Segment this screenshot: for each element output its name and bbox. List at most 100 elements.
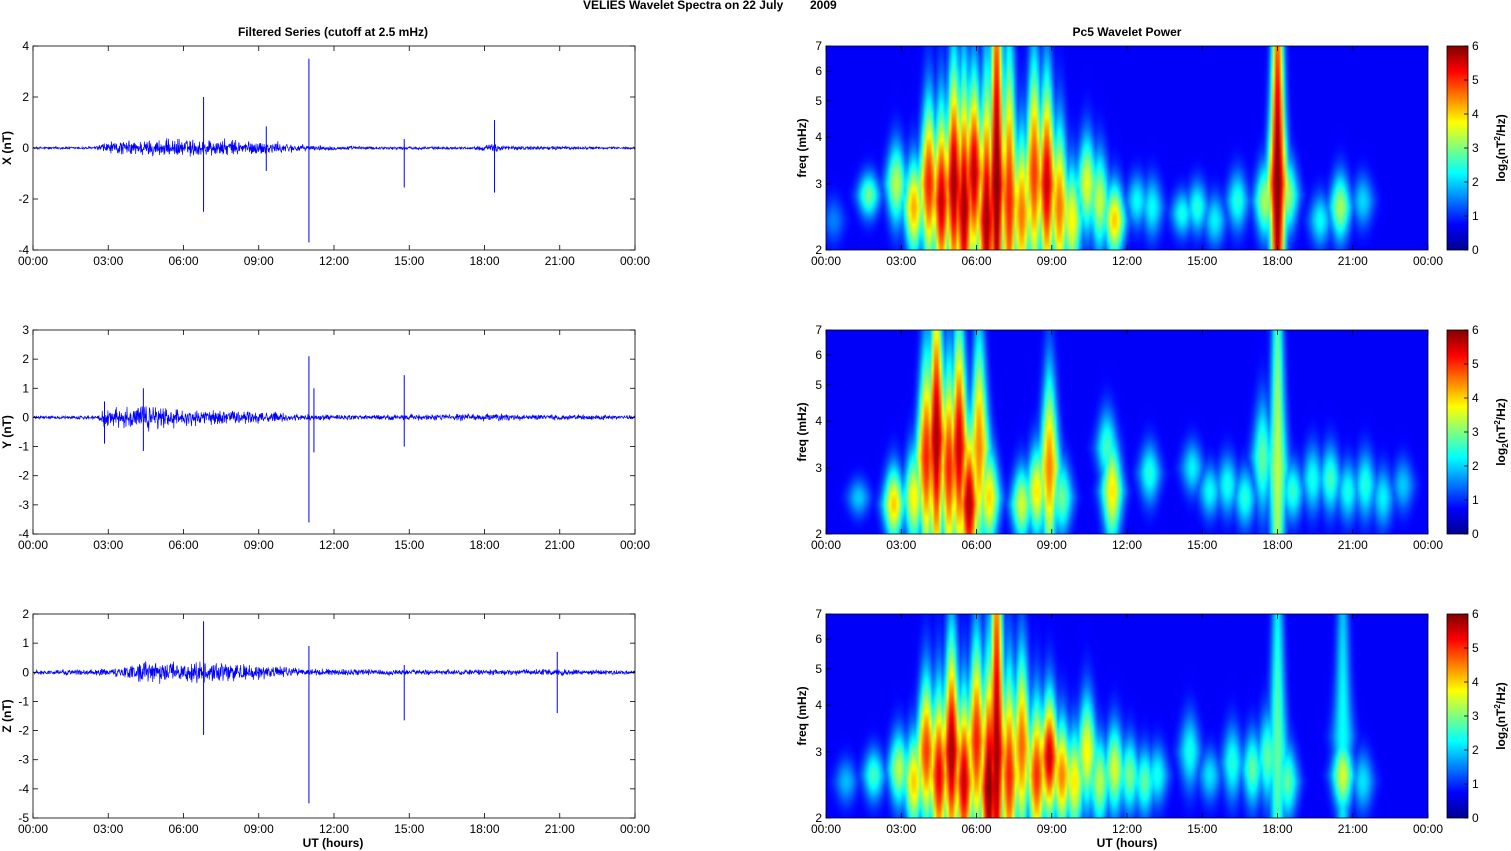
wp-x-colorbar-label: log2(nT2/Hz) (1493, 114, 1510, 182)
wp-y-cbtick-label: 3 (1472, 425, 1479, 439)
wp-x-xtick-label: 15:00 (1187, 254, 1217, 268)
ts-y-ytick-label: -4 (18, 527, 29, 541)
wp-x-ytick-label: 3 (815, 177, 822, 191)
wp-y-xtick-label: 15:00 (1187, 538, 1217, 552)
wp-z-cbtick-label: 5 (1472, 641, 1479, 655)
wp-z-cbtick-label: 1 (1472, 777, 1479, 791)
wp-z-xtick-label: 18:00 (1262, 822, 1292, 836)
ts-z-xtick-label: 21:00 (545, 822, 575, 836)
wp-x-xtick-label: 00:00 (811, 254, 841, 268)
ts-z-panel: Z (nT) UT (hours) -5 -4 -3 -2 -1 0 1 2 00:00 03:0… (0, 607, 650, 850)
wp-x-cbtick-label: 1 (1472, 209, 1479, 223)
wp-x-xtick-label: 09:00 (1037, 254, 1067, 268)
wp-y-cbtick-label: 1 (1472, 493, 1479, 507)
ts-z-series-line (32, 661, 636, 684)
wp-x-ytick-label: 2 (815, 243, 822, 257)
wp-x-cbtick-label: 3 (1472, 141, 1479, 155)
wp-z-xtick-label: 06:00 (961, 822, 991, 836)
wp-x-title: Pc5 Wavelet Power (1073, 25, 1182, 39)
ts-y-series-line (32, 406, 636, 432)
ts-z-ytick-label: 0 (22, 665, 29, 679)
wp-y-ytick-label: 7 (815, 323, 822, 337)
ts-z-ytick-label: -2 (18, 724, 29, 738)
wp-x-xtick-label: 06:00 (961, 254, 991, 268)
ts-x-ytick-label: 4 (22, 39, 29, 53)
ts-y-xtick-label: 00:00 (620, 538, 650, 552)
ts-z-xtick-label: 18:00 (469, 822, 499, 836)
ts-x-xtick-label: 00:00 (18, 254, 48, 268)
wp-z-ytick-label: 4 (815, 698, 822, 712)
ts-x-xtick-label: 09:00 (244, 254, 274, 268)
wp-z-cbtick-label: 0 (1472, 811, 1479, 825)
ts-y-xtick-label: 18:00 (469, 538, 499, 552)
ts-z-xtick-label: 09:00 (244, 822, 274, 836)
ts-y-xtick-label: 06:00 (168, 538, 198, 552)
ts-y-plot-area (33, 330, 635, 534)
wp-x-ytick-label: 7 (815, 39, 822, 53)
ts-y-xtick-label: 09:00 (244, 538, 274, 552)
wp-y-xtick-label: 21:00 (1338, 538, 1368, 552)
wp-z-cbtick-label: 4 (1472, 675, 1479, 689)
wp-z-cbtick-label: 2 (1472, 743, 1479, 757)
wp-y-ytick-label: 5 (815, 378, 822, 392)
ts-z-ytick-label: -1 (18, 694, 29, 708)
wp-y-cbtick-label: 6 (1472, 323, 1479, 337)
wp-x-ylabel: freq (mHz) (795, 118, 809, 177)
ts-z-xtick-label: 15:00 (394, 822, 424, 836)
ts-x-ytick-label: 2 (22, 90, 29, 104)
wp-y-cbtick-label: 5 (1472, 357, 1479, 371)
wp-x-ytick-label: 6 (815, 64, 822, 78)
wp-z-cbtick-label: 3 (1472, 709, 1479, 723)
wp-y-colorbar-label: log2(nT2/Hz) (1493, 398, 1510, 466)
ts-z-xtick-label: 06:00 (168, 822, 198, 836)
ts-x-xtick-label: 18:00 (469, 254, 499, 268)
ts-x-xtick-label: 12:00 (319, 254, 349, 268)
wp-z-xtick-label: 09:00 (1037, 822, 1067, 836)
wp-y-cbtick-label: 4 (1472, 391, 1479, 405)
ts-z-ylabel: Z (nT) (0, 699, 14, 732)
wp-x-cbtick-label: 6 (1472, 39, 1479, 53)
wp-z-xtick-label: 03:00 (886, 822, 916, 836)
wp-y-colorbar: 0 1 2 3 4 5 6 log2(nT2/Hz) (1446, 323, 1510, 541)
ts-y-xtick-label: 00:00 (18, 538, 48, 552)
ts-x-ytick-label: 0 (22, 141, 29, 155)
figure-title: VELIES Wavelet Spectra on 22 July (583, 0, 784, 12)
wp-y-xtick-label: 00:00 (811, 538, 841, 552)
wp-z-xlabel: UT (hours) (1097, 836, 1158, 850)
wp-z-ytick-label: 6 (815, 632, 822, 646)
wp-x-xtick-label: 18:00 (1262, 254, 1292, 268)
figure-title-year: 2009 (810, 0, 837, 12)
ts-y-ytick-label: 0 (22, 410, 29, 424)
ts-z-xtick-label: 03:00 (93, 822, 123, 836)
ts-z-ytick-label: 1 (22, 636, 29, 650)
wp-x-ytick-label: 5 (815, 94, 822, 108)
wp-z-heatmap (826, 614, 1428, 818)
ts-y-xtick-label: 21:00 (545, 538, 575, 552)
ts-z-ytick-label: 2 (22, 607, 29, 621)
wp-z-colorbar: 0 1 2 3 4 5 6 log2(nT2/Hz) (1446, 607, 1510, 825)
wp-z-ytick-label: 3 (815, 745, 822, 759)
ts-x-panel: Filtered Series (cutoff at 2.5 mHz) X (n… (0, 25, 650, 268)
wp-x-cbtick-label: 0 (1472, 243, 1479, 257)
ts-y-xtick-label: 12:00 (319, 538, 349, 552)
wp-x-xtick-label: 21:00 (1338, 254, 1368, 268)
ts-z-plot-area (33, 614, 635, 818)
ts-x-xtick-label: 21:00 (545, 254, 575, 268)
wp-z-ylabel: freq (mHz) (795, 686, 809, 745)
wp-z-cbtick-label: 6 (1472, 607, 1479, 621)
wp-x-cbtick-label: 2 (1472, 175, 1479, 189)
ts-y-ytick-label: 2 (22, 352, 29, 366)
wp-y-ytick-label: 6 (815, 348, 822, 362)
wp-z-ytick-label: 5 (815, 662, 822, 676)
ts-x-xtick-label: 06:00 (168, 254, 198, 268)
wp-x-cbtick-label: 5 (1472, 73, 1479, 87)
ts-y-xtick-label: 03:00 (93, 538, 123, 552)
ts-x-xtick-label: 00:00 (620, 254, 650, 268)
wp-z-ytick-label: 7 (815, 607, 822, 621)
wp-x-cbtick-label: 4 (1472, 107, 1479, 121)
ts-y-ylabel: Y (nT) (0, 415, 14, 449)
ts-x-ytick-label: -2 (18, 192, 29, 206)
wp-y-ytick-label: 2 (815, 527, 822, 541)
wp-y-xtick-label: 00:00 (1413, 538, 1443, 552)
ts-x-series-line (32, 138, 636, 157)
